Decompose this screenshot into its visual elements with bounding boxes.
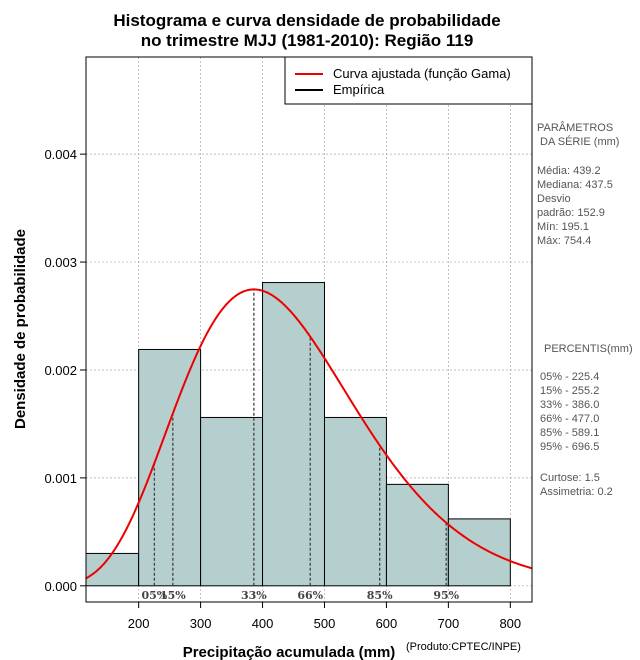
histogram-bar [200,416,264,587]
percentile-label: 85% [367,589,393,602]
legend-empirical-label: Empírica [333,82,385,97]
percentile-line: 33% - 386.0 [540,399,599,411]
param-line: Média: 439.2 [537,165,601,177]
percentile-label: 66% [297,589,323,602]
parameters-panel: PARÂMETROS DA SÉRIE (mm) Média: 439.2 Me… [537,121,619,247]
percentile-lines [153,289,447,586]
percentile-line: 05% - 225.4 [540,371,599,383]
percentile-line: 15% - 255.2 [540,385,599,397]
y-axis-label: Densidade de probabilidade [12,229,29,429]
chart-title-line2: no trimestre MJJ (1981-2010): Região 119 [141,31,474,50]
histogram-bar [323,416,387,587]
stat-line: Curtose: 1.5 [540,472,600,484]
stat-line: Assimetria: 0.2 [540,486,613,498]
parameters-subheader: DA SÉRIE (mm) [540,135,619,148]
x-tick-label: 200 [128,616,150,631]
y-tick-label: 0.002 [44,363,77,378]
x-tick-label: 800 [499,616,521,631]
y-tick-label: 0.001 [44,471,77,486]
legend-fit-label: Curva ajustada (função Gama) [333,66,511,81]
x-axis: 200 300 400 500 600 700 800 [128,602,521,631]
shape-stats-panel: Curtose: 1.5 Assimetria: 0.2 [540,472,613,498]
percentile-label: 15% [160,589,186,602]
x-tick-label: 500 [314,616,336,631]
x-tick-label: 300 [190,616,212,631]
x-tick-label: 700 [438,616,460,631]
histogram-bar [262,282,325,587]
percentile-label: 05% [142,589,168,602]
histogram-bar [85,552,140,587]
param-line: Máx: 754.4 [537,235,591,247]
legend: Curva ajustada (função Gama) Empírica [284,56,533,105]
param-line: padrão: 152.9 [537,207,605,219]
percentiles-header: PERCENTIS(mm) [544,343,633,355]
param-line: Mediana: 437.5 [537,179,613,191]
histogram-bar [138,348,202,587]
histogram-bar [447,518,511,587]
gamma-curve [85,288,533,580]
histogram-bar [385,483,449,587]
histogram-bars [85,282,511,587]
param-line: Desvio [537,193,571,205]
percentile-label: 33% [241,589,267,602]
percentiles-panel: PERCENTIS(mm) 05% - 225.4 15% - 255.2 33… [540,343,633,453]
y-tick-label: 0.003 [44,255,77,270]
y-axis: 0.000 0.001 0.002 0.003 0.004 [44,147,86,594]
x-tick-label: 400 [252,616,274,631]
chart-title-line1: Histograma e curva densidade de probabil… [113,11,500,30]
y-tick-label: 0.000 [44,579,77,594]
param-line: Mín: 195.1 [537,221,589,233]
y-tick-label: 0.004 [44,147,77,162]
legend-box [284,56,533,105]
percentile-labels: 05%15% 33% 66% 85% 95% [142,589,460,602]
product-credit: (Produto:CPTEC/INPE) [406,641,521,653]
percentile-line: 85% - 589.1 [540,427,599,439]
x-tick-label: 600 [376,616,398,631]
parameters-header: PARÂMETROS [537,121,613,134]
x-axis-label: Precipitação acumulada (mm) [183,644,396,660]
percentile-line: 95% - 696.5 [540,441,599,453]
percentile-line: 66% - 477.0 [540,413,599,425]
percentile-label: 95% [433,589,459,602]
